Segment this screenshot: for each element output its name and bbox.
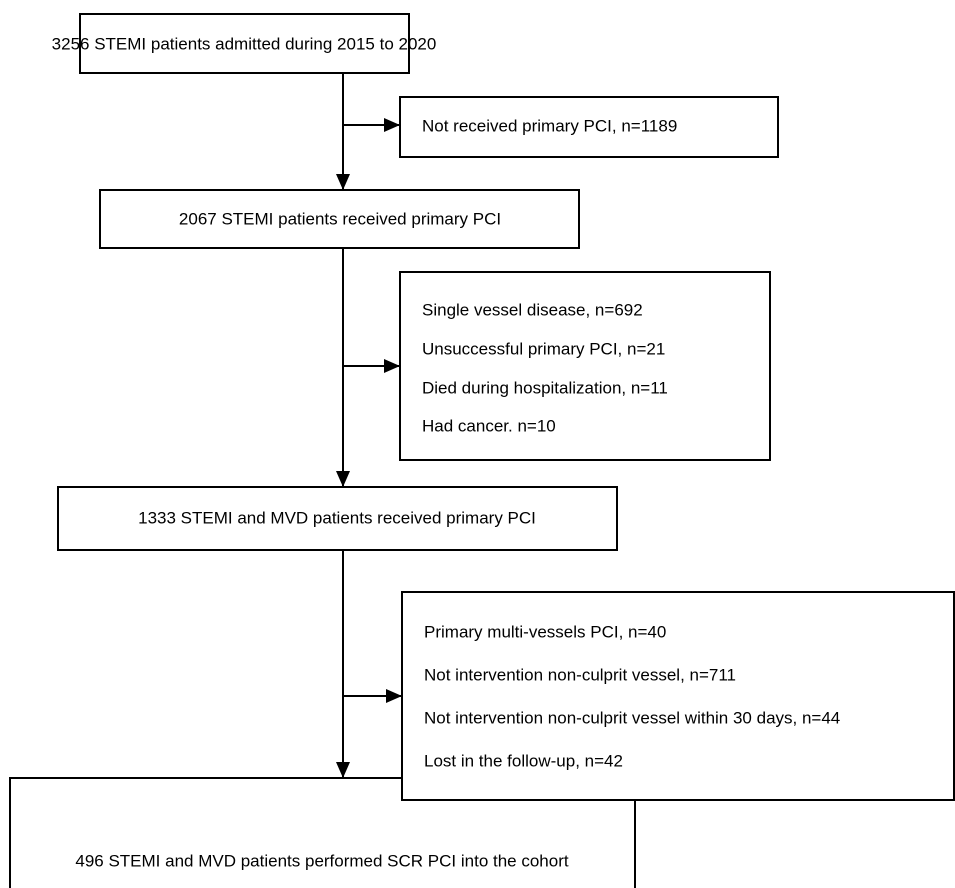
node-box	[99, 189, 580, 249]
exclusion-item: Not intervention non-culprit vessel with…	[424, 708, 840, 727]
connectors	[336, 73, 402, 778]
node-label: 3256 STEMI patients admitted during 2015…	[52, 34, 437, 53]
exclusion-item: Unsuccessful primary PCI, n=21	[422, 339, 665, 358]
exclusion-item: Single vessel disease, n=692	[422, 300, 643, 319]
node-box	[79, 13, 410, 74]
exclusion-item: Primary multi-vessels PCI, n=40	[424, 622, 666, 641]
node-label: 1333 STEMI and MVD patients received pri…	[138, 508, 536, 527]
exclusion-item: Not received primary PCI, n=1189	[422, 116, 677, 135]
exclusion-box	[399, 271, 771, 461]
exclusion-box	[401, 591, 955, 801]
exclusion-box	[399, 96, 779, 158]
node-box	[57, 486, 618, 551]
exclusion-item: Had cancer. n=10	[422, 416, 556, 435]
node-label: 496 STEMI and MVD patients performed SCR…	[75, 851, 569, 870]
exclusion-item: Lost in the follow-up, n=42	[424, 751, 623, 770]
exclusion-item: Not intervention non-culprit vessel, n=7…	[424, 665, 736, 684]
exclusion-item: Died during hospitalization, n=11	[422, 378, 668, 397]
node-label: 2067 STEMI patients received primary PCI	[179, 209, 501, 228]
